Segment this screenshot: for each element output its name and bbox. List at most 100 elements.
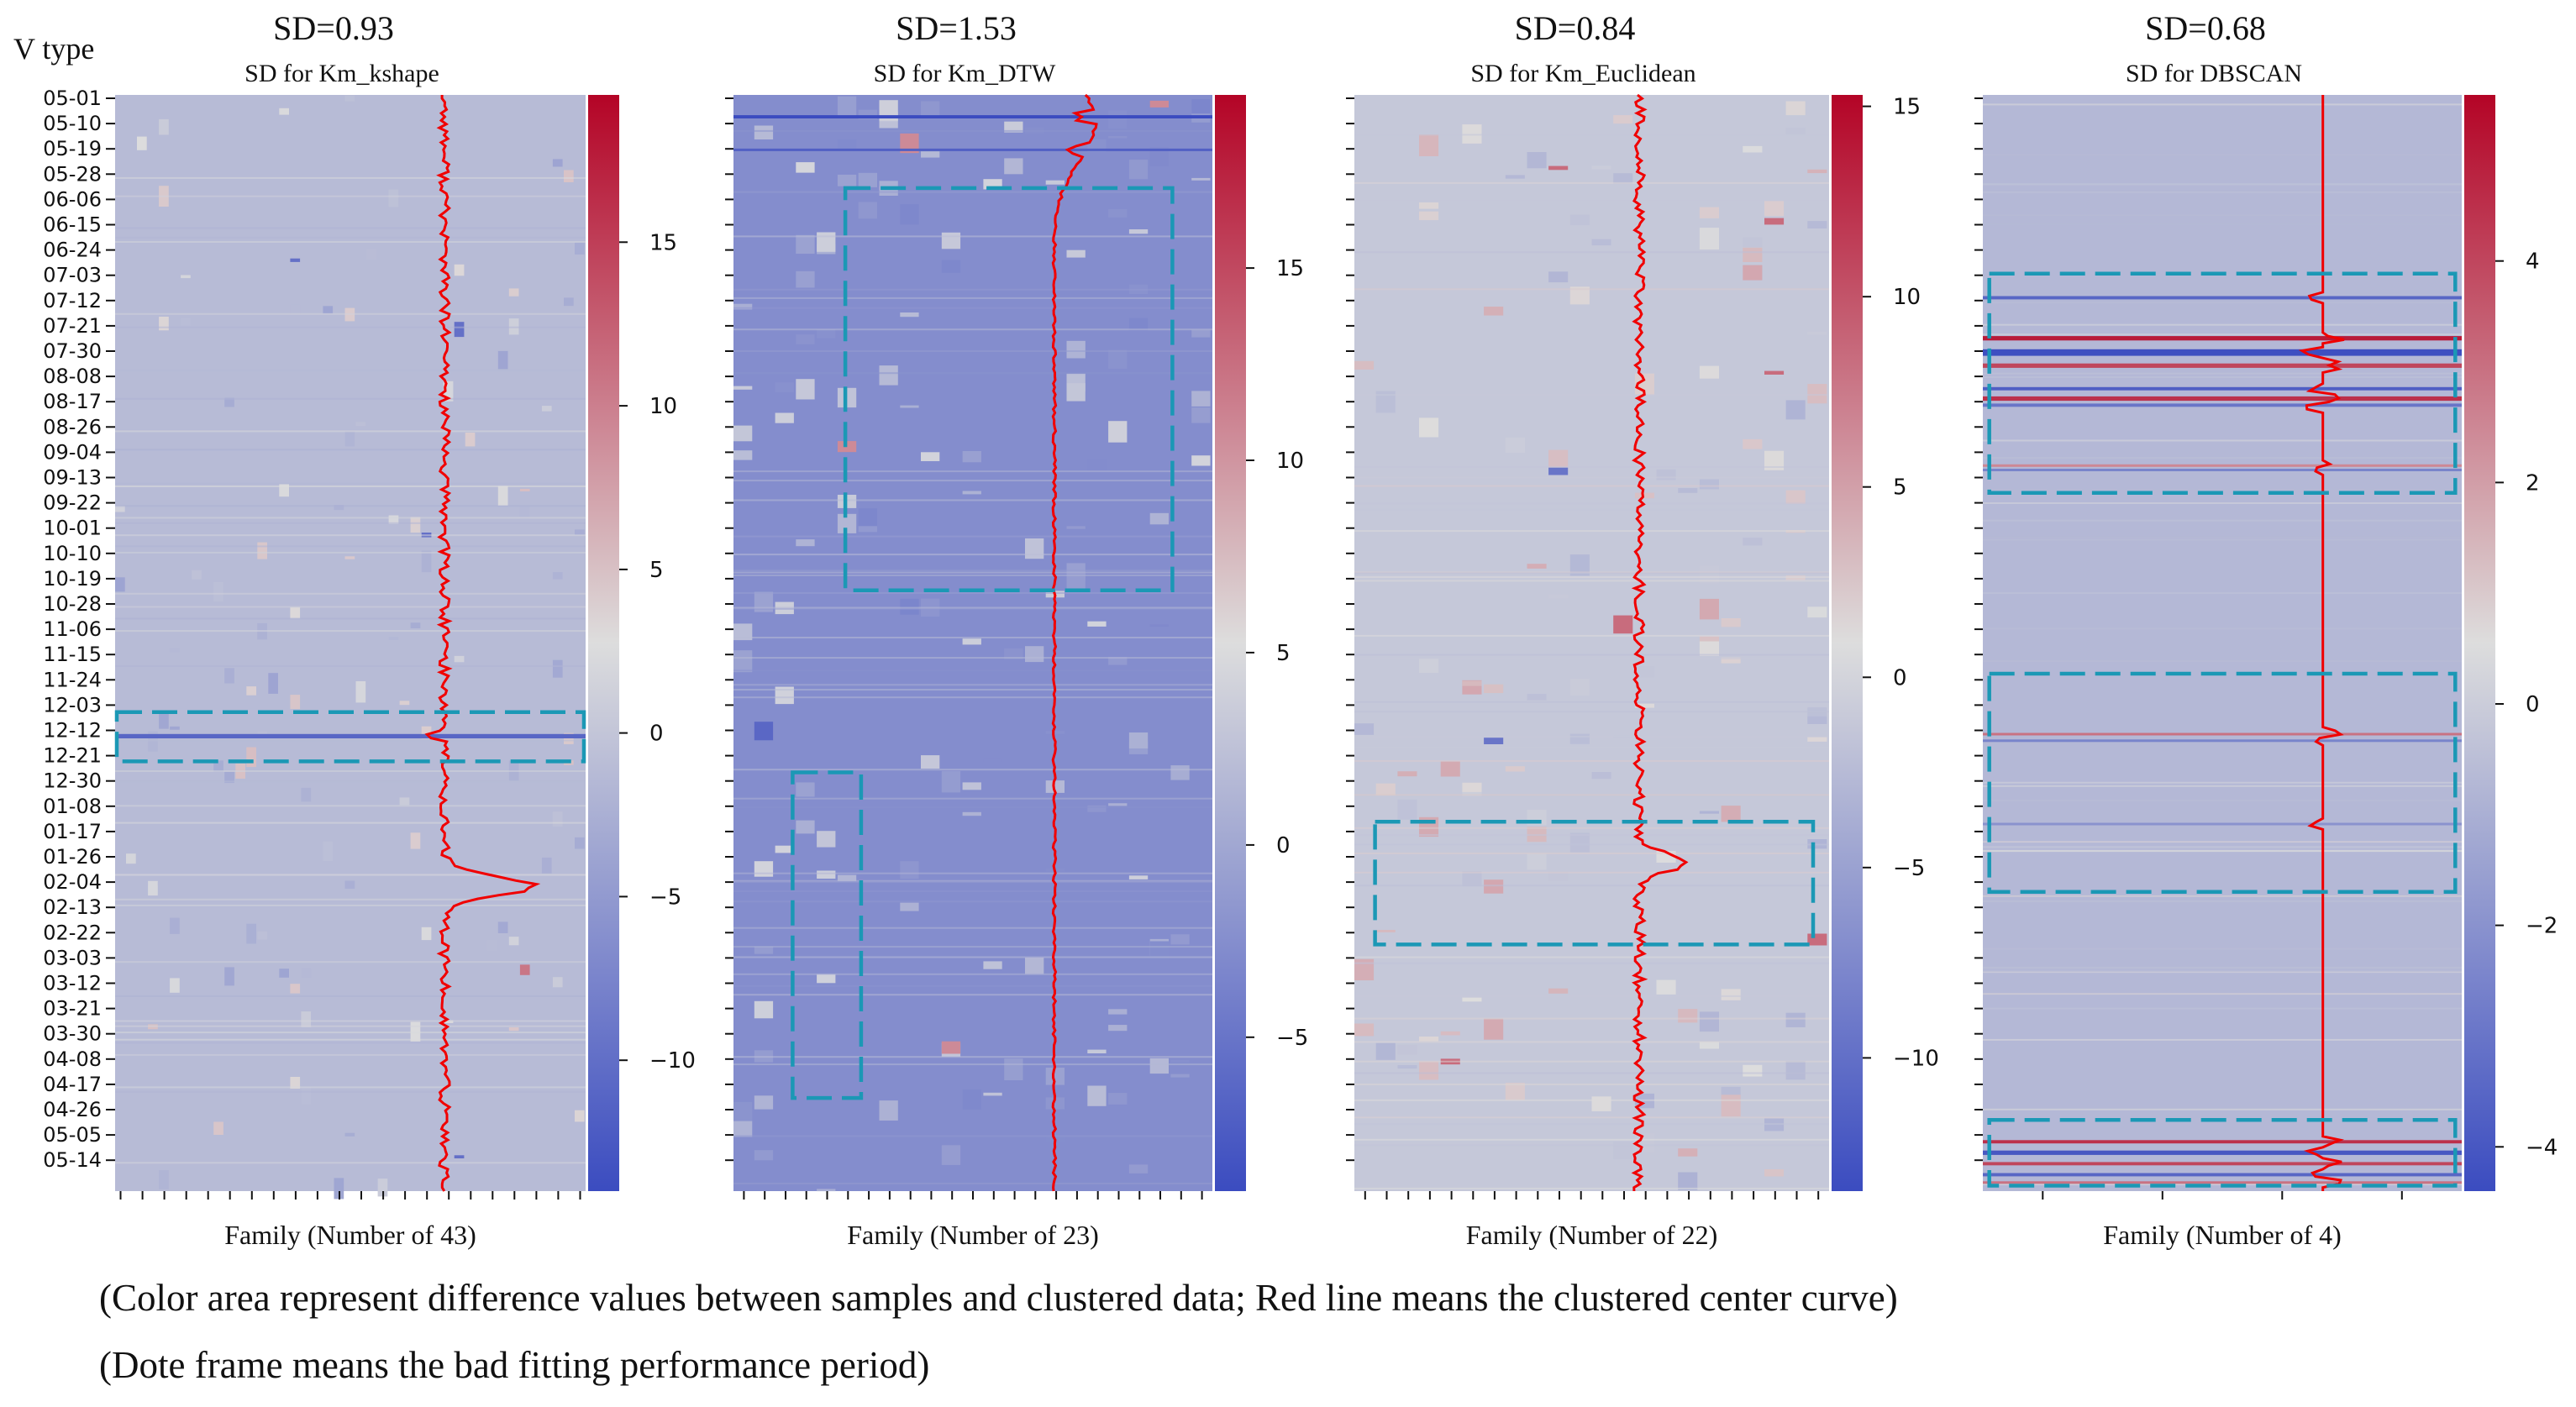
heatmap-row <box>115 1162 586 1164</box>
heatmap-cell <box>1045 375 1065 393</box>
heatmap-cell <box>1066 249 1086 258</box>
heatmap-row <box>115 236 586 239</box>
heatmap-cell <box>519 488 530 491</box>
y-tick-label: 11-15 <box>43 643 102 666</box>
heatmap-cell <box>575 837 585 849</box>
heatmap-band <box>1983 739 2462 743</box>
heatmap-cell <box>1149 147 1169 166</box>
heatmap-cell <box>552 572 563 580</box>
heatmap-row <box>1983 191 2462 193</box>
heatmap-cell <box>1699 598 1719 620</box>
y-tick-label: 02-04 <box>43 870 102 894</box>
y-tick-label: 01-26 <box>43 845 102 869</box>
heatmap-band <box>1983 469 2462 471</box>
heatmap-row <box>115 195 586 197</box>
heatmap-cell <box>1397 799 1417 820</box>
heatmap-cell <box>1108 1009 1128 1015</box>
heatmap-cell <box>1591 165 1611 170</box>
heatmap-cell <box>1128 732 1149 748</box>
heatmap-row <box>733 900 1212 903</box>
heatmap-row <box>115 770 586 772</box>
heatmap-cell <box>1634 703 1654 708</box>
heatmap-cell <box>1743 237 1763 247</box>
heatmap-row <box>1354 251 1829 254</box>
heatmap-row <box>1354 576 1829 578</box>
heatmap-cell <box>1785 1060 1806 1080</box>
colorbar-tick-label: −5 <box>1276 1026 1308 1051</box>
heatmap-row <box>733 637 1212 638</box>
heatmap-row <box>1983 592 2462 595</box>
heatmap-row <box>733 129 1212 132</box>
heatmap-row <box>115 822 586 824</box>
heatmap-cell <box>1419 417 1439 438</box>
heatmap-cell <box>497 350 508 370</box>
heatmap-cell <box>257 542 267 559</box>
heatmap-band <box>1983 386 2462 391</box>
center-curve <box>424 95 541 1192</box>
heatmap-row <box>1354 834 1829 837</box>
heatmap-cell <box>879 1100 898 1121</box>
heatmap-cell <box>1419 134 1439 156</box>
heatmap-cell <box>1462 997 1482 1002</box>
heatmap-band <box>1983 363 2462 368</box>
heatmap-cell <box>575 1110 585 1122</box>
heatmap-cell <box>1527 694 1547 701</box>
heatmap-row <box>115 1053 586 1056</box>
heatmap-cell <box>1440 761 1460 777</box>
heatmap-row <box>1354 746 1829 748</box>
heatmap-cell <box>1108 349 1128 369</box>
heatmap-cell <box>268 673 278 694</box>
heatmap-cell <box>921 755 940 769</box>
heatmap-cell <box>454 264 465 276</box>
heatmap-cell <box>1505 1083 1525 1100</box>
heatmap-cell <box>224 668 234 684</box>
heatmap-band <box>1983 1150 2462 1155</box>
heatmap-row <box>1983 214 2462 217</box>
heatmap-row <box>1354 288 1829 291</box>
heatmap-cell <box>519 507 530 519</box>
heatmap-cell <box>879 365 898 386</box>
heatmap-cell <box>1678 488 1698 493</box>
heatmap-row <box>733 881 1212 884</box>
heatmap-cell <box>941 770 961 793</box>
heatmap-cell <box>1004 121 1023 133</box>
heatmap-cell <box>564 170 574 182</box>
heatmap-cell <box>181 275 191 279</box>
heatmap-cell <box>1634 666 1654 678</box>
y-tick-label: 04-17 <box>43 1073 102 1096</box>
heatmap-cell <box>1743 247 1763 262</box>
heatmap-cell <box>1569 679 1590 696</box>
heatmap-cell <box>1045 1097 1065 1110</box>
heatmap-cell <box>1613 173 1633 184</box>
heatmap-cell <box>159 1170 169 1189</box>
heatmap-row <box>1354 530 1829 533</box>
heatmap-cell <box>1440 1031 1460 1036</box>
heatmap-cell <box>1025 646 1044 663</box>
heatmap-row <box>733 927 1212 929</box>
heatmap-cell <box>900 312 919 318</box>
heatmap-cell <box>399 797 410 806</box>
heatmap-cell <box>1462 680 1482 686</box>
heatmap-cell <box>1591 1096 1611 1111</box>
heatmap-cell <box>1807 169 1827 174</box>
heatmap-cell <box>733 450 753 460</box>
panels: 15 10 5 0 −5 −10 SD=0.93 SD for Km_kshape Family… <box>114 9 2558 1250</box>
heatmap-cell <box>796 782 815 797</box>
heatmap-cell <box>301 1086 312 1105</box>
heatmap-cell <box>1170 1074 1190 1078</box>
heatmap-cell <box>754 861 774 877</box>
heatmap-cell <box>858 202 877 219</box>
heatmap-cell <box>1678 1172 1698 1190</box>
colorbar-tick-label: 5 <box>1893 475 1907 501</box>
x-axis-label: Family (Number of 43) <box>224 1220 476 1250</box>
y-tick-label: 05-10 <box>43 112 102 135</box>
colorbar-tick-label: 10 <box>1276 449 1304 474</box>
heatmap-cell <box>1699 636 1719 643</box>
heatmap-cell <box>541 406 552 412</box>
heatmap-cell <box>1807 737 1827 742</box>
y-tick-label: 02-22 <box>43 921 102 944</box>
heatmap-cell <box>754 1150 774 1161</box>
heatmap-row <box>1983 323 2462 326</box>
heatmap-band <box>733 148 1212 151</box>
heatmap-band <box>1983 1173 2462 1177</box>
